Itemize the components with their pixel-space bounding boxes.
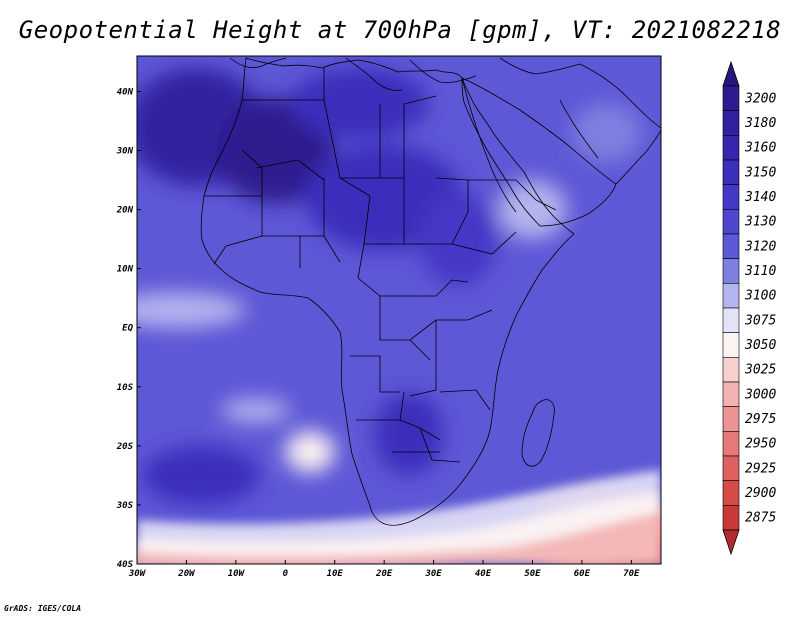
colorbar-swatch xyxy=(722,209,740,235)
high-center-4 xyxy=(418,191,498,287)
colorbar-label: 3025 xyxy=(744,363,776,378)
colorbar-label: 3180 xyxy=(744,116,776,131)
colorbar-label: 2900 xyxy=(745,486,776,501)
colorbar-label: 3140 xyxy=(744,190,776,205)
lon-tick-label: 50E xyxy=(524,569,541,579)
colorbar-label: 3150 xyxy=(744,165,776,180)
colorbar-bottom-arrow xyxy=(722,529,740,556)
colorbar-label: 2925 xyxy=(745,461,776,476)
colorbar-swatch xyxy=(722,455,740,481)
colorbar-swatch xyxy=(722,357,740,383)
colorbar-label: 3110 xyxy=(744,264,776,279)
lon-tick-label: 30E xyxy=(424,569,442,579)
coastlines xyxy=(200,57,661,526)
colorbar-swatch xyxy=(722,381,740,407)
colorbar-swatch xyxy=(722,283,740,309)
lat-tick-label: 20N xyxy=(116,206,134,216)
colorbar-swatch xyxy=(722,85,740,111)
longitude-ticks: 30W 20W 10W 0 10E 20E 30E 40E 50E 60E 70E xyxy=(128,560,640,579)
lon-tick-label: 20E xyxy=(375,569,393,579)
colorbar-swatch xyxy=(722,406,740,432)
high-center-2 xyxy=(290,67,429,139)
colorbar-swatch xyxy=(722,307,740,333)
colorbar-swatch xyxy=(722,110,740,136)
colorbar-swatch xyxy=(722,505,740,531)
colorbar-swatch xyxy=(722,135,740,161)
lat-tick-label: 40N xyxy=(117,87,134,97)
colorbar-label: 3130 xyxy=(744,215,776,230)
colorbar-label: 3075 xyxy=(744,313,776,328)
colorbar-label: 2975 xyxy=(745,412,776,427)
low-center-8 xyxy=(137,292,246,328)
lon-tick-label: 10W xyxy=(228,569,246,579)
colorbar-swatch xyxy=(722,258,740,284)
height-field xyxy=(137,56,661,564)
lat-tick-label: 10N xyxy=(117,265,134,275)
map-title: Geopotential Height at 700hPa [gpm], VT:… xyxy=(18,16,782,44)
low-center-10 xyxy=(285,431,335,473)
lon-tick-label: 30W xyxy=(128,569,147,579)
lat-tick-label: 20S xyxy=(116,442,134,452)
lat-tick-label: 30N xyxy=(116,147,134,157)
colorbar-label: 3120 xyxy=(744,239,776,254)
colorbar-label: 2875 xyxy=(745,511,776,526)
lat-tick-label: 30S xyxy=(116,501,134,511)
high-center-6 xyxy=(141,445,261,505)
high-center-5 xyxy=(374,392,444,476)
colorbar-label: 3100 xyxy=(744,289,776,304)
colorbar-label: 3000 xyxy=(744,387,776,402)
plot-frame xyxy=(136,55,662,565)
low-center-11 xyxy=(572,103,642,163)
latitude-ticks: 40N 30N 20N 10N EQ 10S 20S 30S 40S xyxy=(116,87,141,570)
lon-tick-label: 60E xyxy=(574,569,591,579)
lat-tick-label: EQ xyxy=(122,324,133,334)
low-center-7 xyxy=(497,180,568,240)
colorbar-label: 3160 xyxy=(744,141,776,156)
colorbar-swatch xyxy=(722,184,740,210)
lon-tick-label: 20W xyxy=(177,569,196,579)
colorbar-label: 3200 xyxy=(744,91,776,106)
colorbar-swatch xyxy=(722,480,740,506)
credit-text: GrADS: IGES/COLA xyxy=(4,604,82,613)
colorbar-swatch xyxy=(722,159,740,185)
colorbar-label: 3050 xyxy=(744,338,776,353)
lon-tick-label: 70E xyxy=(623,569,640,579)
colorbar-swatch xyxy=(722,233,740,259)
lat-tick-label: 10S xyxy=(117,383,134,393)
colorbar-swatch xyxy=(722,332,740,358)
colorbar: 3200 3180 3160 3150 3140 3130 3120 3110 3100 3075… xyxy=(722,60,776,556)
low-center-9 xyxy=(221,398,291,423)
colorbar-label: 2950 xyxy=(745,437,776,452)
lon-tick-label: 0 xyxy=(283,569,289,579)
lon-tick-label: 40E xyxy=(475,569,492,579)
southern-low-band xyxy=(137,470,661,564)
colorbar-swatch xyxy=(722,431,740,457)
lon-tick-label: 10E xyxy=(327,569,344,579)
lat-tick-label: 40S xyxy=(117,560,134,570)
colorbar-top-arrow xyxy=(722,60,740,87)
